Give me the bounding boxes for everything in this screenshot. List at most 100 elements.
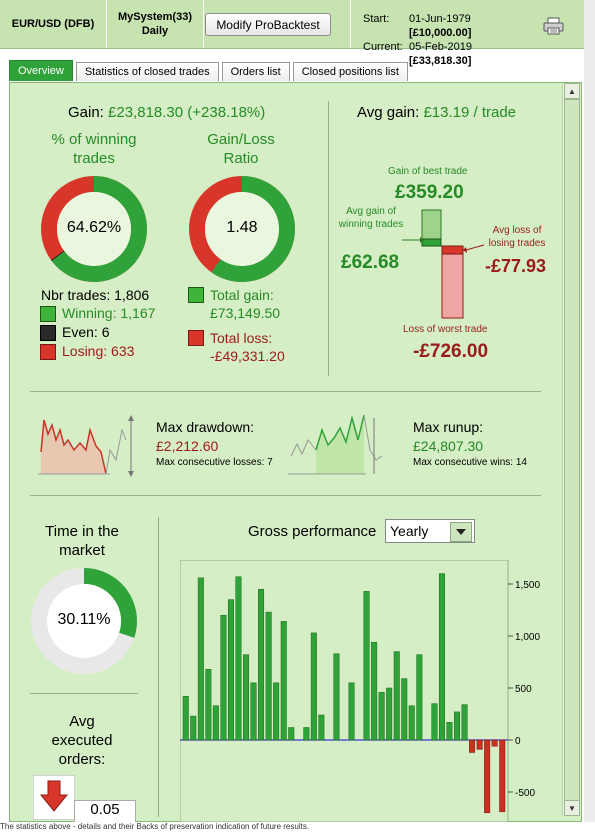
current-label: Current: [363,41,403,53]
scrollbar-thumb[interactable] [564,99,580,801]
y-tick-label: -500 [515,788,535,799]
even-swatch [40,325,56,341]
y-tick-label: 1,500 [515,580,540,591]
window-edge [584,0,595,835]
losing-swatch [40,344,56,360]
instrument-name: EUR/USD (DFB) [0,0,107,48]
performance-bar [401,678,408,741]
start-date-value: 01-Jun-1979 [409,13,471,25]
max-cons-wins: Max consecutive wins: 14 [413,457,527,468]
total-gain-label: Total gain: [210,287,274,303]
ratio-title: Gain/Loss Ratio [207,131,275,167]
performance-bar [197,577,204,741]
best-trade-value: £359.20 [395,182,464,203]
performance-bar [288,727,295,741]
trade-range-graph [402,209,485,319]
performance-bar [393,651,400,741]
performance-bar [333,653,340,741]
modify-probacktest-button[interactable]: Modify ProBacktest [205,13,331,36]
avg-loss-value: -£77.93 [485,256,547,276]
performance-bar [454,711,461,741]
print-icon[interactable] [543,17,565,35]
timeframe: Daily [141,25,169,37]
performance-bar [273,682,280,741]
losing-label: Losing: [62,343,108,359]
system-name: MySystem(33) [118,11,192,23]
worst-trade-value: -£726.00 [413,341,489,362]
performance-bar [348,682,355,741]
even-value: 6 [101,324,110,340]
performance-bar [250,682,257,741]
period-select-value: Yearly [390,523,429,539]
performance-bar [491,739,498,747]
tab-orders-list[interactable]: Orders list [221,62,290,81]
performance-bar [303,727,310,741]
avg-exec-title: Avg executed orders: [51,713,113,768]
gain-line: Gain: £23,818.30 (+238.18%) [68,104,265,121]
nbr-trades-value: 1,806 [114,287,150,303]
nbr-trades-line: Nbr trades: 1,806 [41,287,149,303]
avg-gain-label: Avg gain: [357,104,420,121]
winning-pct: 64.62% [66,219,122,236]
avg-exec-value: 0.05 [90,801,120,818]
runup-sparkline [288,414,383,475]
chevron-down-icon[interactable] [450,522,472,542]
gross-performance-label: Gross performance [248,523,377,540]
avg-gain-line: Avg gain: £13.19 / trade [357,104,516,121]
start-capital: [£10,000.00] [409,27,472,39]
max-drawdown-label: Max drawdown: [156,419,255,435]
current-date: 05-Feb-2019 [£33,818.30] [409,40,509,68]
avg-win-bar [421,238,442,247]
winning-value: 1,167 [120,305,156,321]
total-loss-swatch [188,330,204,346]
scroll-up-arrow-icon[interactable]: ▲ [564,83,580,99]
y-tick-label: 1,000 [515,632,540,643]
performance-bar [408,705,415,741]
y-tick-label: 0 [515,736,521,747]
tab-closed-positions-list[interactable]: Closed positions list [292,62,408,81]
performance-bar [371,641,378,741]
performance-bar [280,621,287,741]
performance-bar [212,705,219,741]
performance-bar [416,654,423,741]
down-arrow-icon [33,775,75,820]
even-count-line: Even: 6 [62,324,110,340]
top-section-divider [328,101,329,376]
current-capital: [£33,818.30] [409,55,472,67]
performance-bar [182,696,189,741]
section-divider-1 [30,391,541,392]
section-divider-3 [30,693,138,694]
gain-value: £23,818.30 (+238.18%) [108,104,266,121]
time-market-pct: 30.11% [57,611,111,628]
avg-loss-label: Avg loss of losing trades [488,225,546,249]
total-loss-label: Total loss: [210,330,273,346]
avg-loss-bar [441,245,464,255]
max-runup-value: £24,807.30 [413,438,484,454]
performance-bar [235,576,242,741]
gross-performance-chart: 1,500 1,000 500 0 -500 [180,560,540,822]
vertical-scrollbar[interactable]: ▲ ▼ [562,83,580,816]
header-bar: EUR/USD (DFB) MySystem(33) Daily Modify … [0,0,595,67]
performance-bar [461,704,468,741]
time-in-market-donut [31,568,137,674]
tab-overview[interactable]: Overview [9,60,73,81]
worst-trade-label: Loss of worst trade [403,324,488,335]
performance-bar [265,611,272,741]
winning-count-line: Winning: 1,167 [62,305,155,321]
tab-statistics-closed-trades[interactable]: Statistics of closed trades [75,62,219,81]
performance-bar [363,591,370,741]
bottom-section-divider [158,517,159,817]
winning-label: Winning: [62,305,117,321]
tab-strip: Overview Statistics of closed trades Ord… [9,60,411,84]
backtest-dates: Start: 01-Jun-1979 [£10,000.00] Current:… [363,12,509,68]
performance-bar [190,715,197,741]
nbr-trades-label: Nbr trades: [41,287,111,303]
chart-plot-area [180,560,509,822]
performance-bar [258,588,265,741]
scroll-down-arrow-icon[interactable]: ▼ [564,800,580,816]
performance-bar [205,669,212,741]
max-runup-label: Max runup: [413,419,484,435]
period-select[interactable]: Yearly [385,519,475,543]
performance-bar [484,739,491,814]
performance-bar [438,573,445,741]
